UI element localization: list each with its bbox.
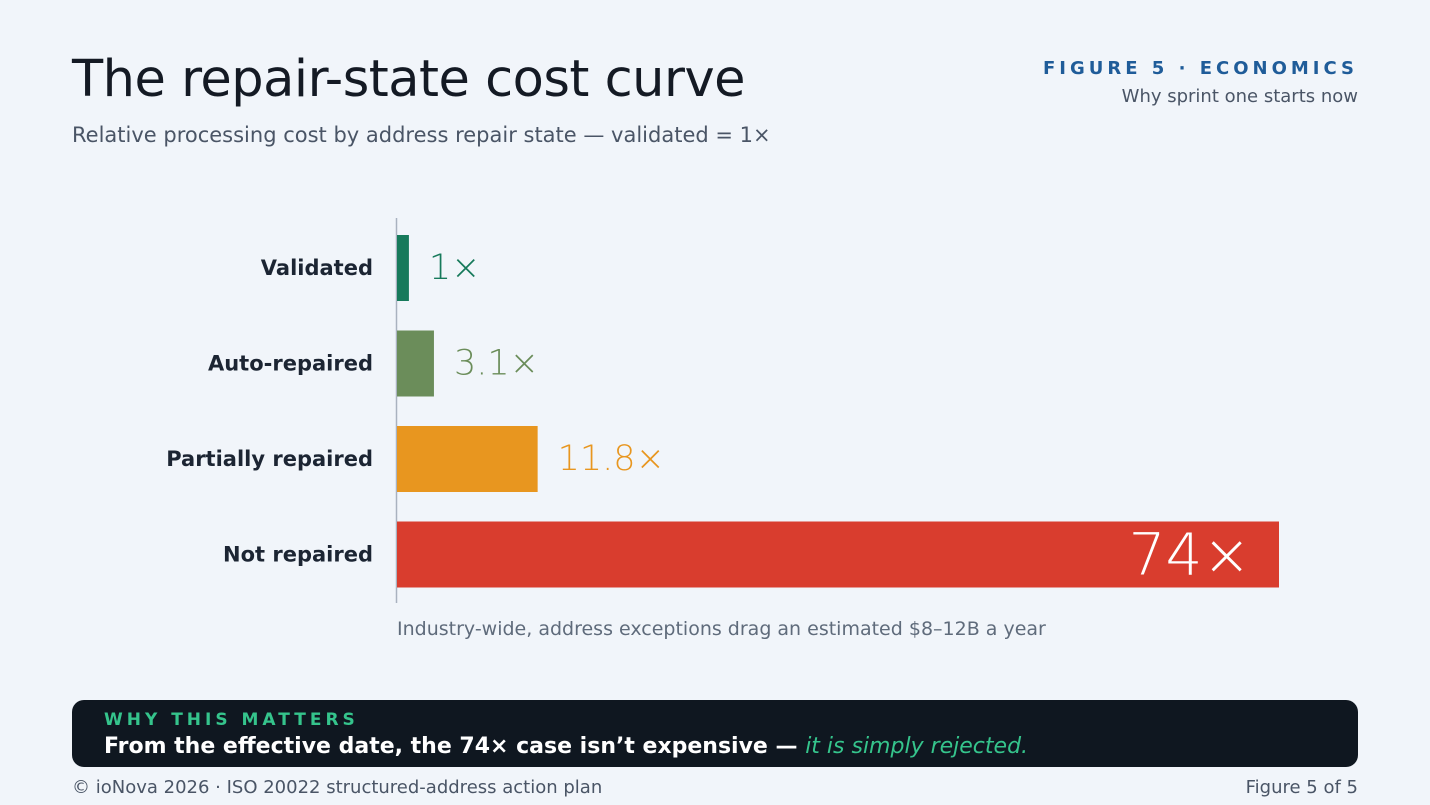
footer-copyright: © ioNova 2026 · ISO 20022 structured-add… bbox=[72, 777, 603, 798]
category-label: Partially repaired bbox=[166, 447, 373, 471]
why-this-matters-callout: WHY THIS MATTERS From the effective date… bbox=[72, 700, 1358, 767]
bar bbox=[397, 330, 434, 397]
category-label: Auto-repaired bbox=[208, 352, 373, 376]
callout-main-text: From the effective date, the 74× case is… bbox=[104, 734, 806, 759]
callout-emphasis-text: it is simply rejected. bbox=[805, 734, 1029, 759]
figure-tag: FIGURE 5 · ECONOMICS bbox=[1043, 58, 1358, 79]
category-label: Validated bbox=[261, 256, 373, 280]
value-label: 11.8× bbox=[558, 439, 665, 479]
figure-subtitle: Why sprint one starts now bbox=[1121, 86, 1358, 107]
value-label: 3.1× bbox=[454, 344, 539, 384]
chart-annotation: Industry-wide, address exceptions drag a… bbox=[397, 618, 1046, 640]
value-label: 74× bbox=[1129, 521, 1251, 589]
bar bbox=[397, 426, 538, 492]
chart-subtitle: Relative processing cost by address repa… bbox=[72, 123, 771, 147]
bar bbox=[397, 235, 409, 301]
value-label: 1× bbox=[429, 248, 481, 288]
callout-text: From the effective date, the 74× case is… bbox=[104, 732, 1028, 762]
bar-chart: Validated 1× Auto-repaired 3.1× Partially re… bbox=[166, 218, 1279, 603]
page-title: The repair-state cost curve bbox=[72, 50, 746, 109]
bar bbox=[397, 521, 1279, 588]
callout-label: WHY THIS MATTERS bbox=[104, 710, 359, 730]
category-label: Not repaired bbox=[223, 543, 373, 567]
footer-page-number: Figure 5 of 5 bbox=[1245, 777, 1358, 798]
